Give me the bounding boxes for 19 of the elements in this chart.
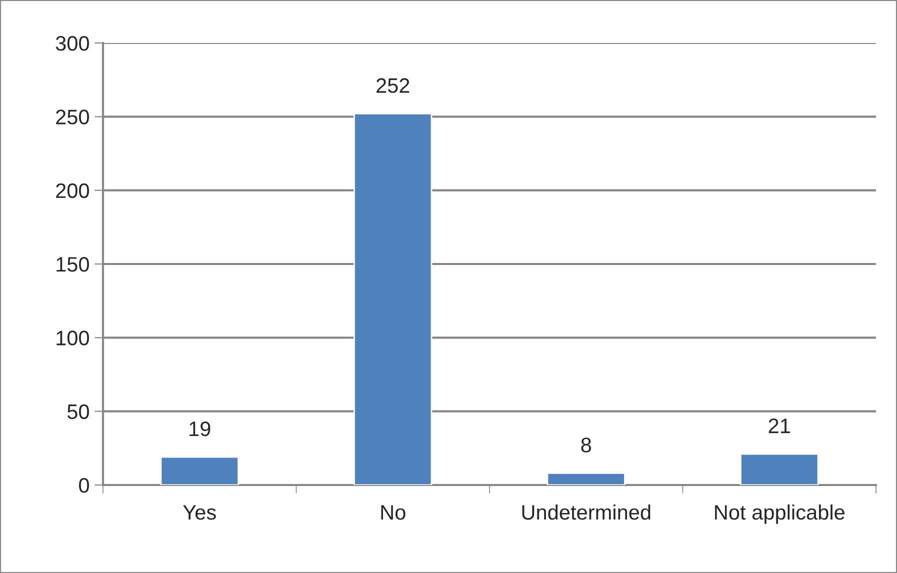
y-tick-label: 250 xyxy=(56,110,89,124)
y-tick-label: 150 xyxy=(56,257,89,272)
x-tick-label: Not applicable xyxy=(715,504,844,524)
x-tick-label: No xyxy=(381,505,406,520)
data-label: 252 xyxy=(376,78,410,93)
x-tick-label: Yes xyxy=(183,505,216,520)
bar xyxy=(354,113,432,485)
data-label: 8 xyxy=(581,438,592,452)
bar xyxy=(740,453,819,485)
data-label: 21 xyxy=(768,418,790,434)
y-tick-label: 100 xyxy=(56,330,89,346)
y-tick-label: 200 xyxy=(56,183,89,198)
data-label: 19 xyxy=(190,421,210,436)
bar xyxy=(160,456,239,485)
x-tick-label: Undetermined xyxy=(522,504,650,520)
bar xyxy=(546,472,626,485)
y-tick-label: 50 xyxy=(67,404,89,420)
y-tick-label: 0 xyxy=(79,478,89,493)
y-tick-label: 300 xyxy=(56,36,89,51)
